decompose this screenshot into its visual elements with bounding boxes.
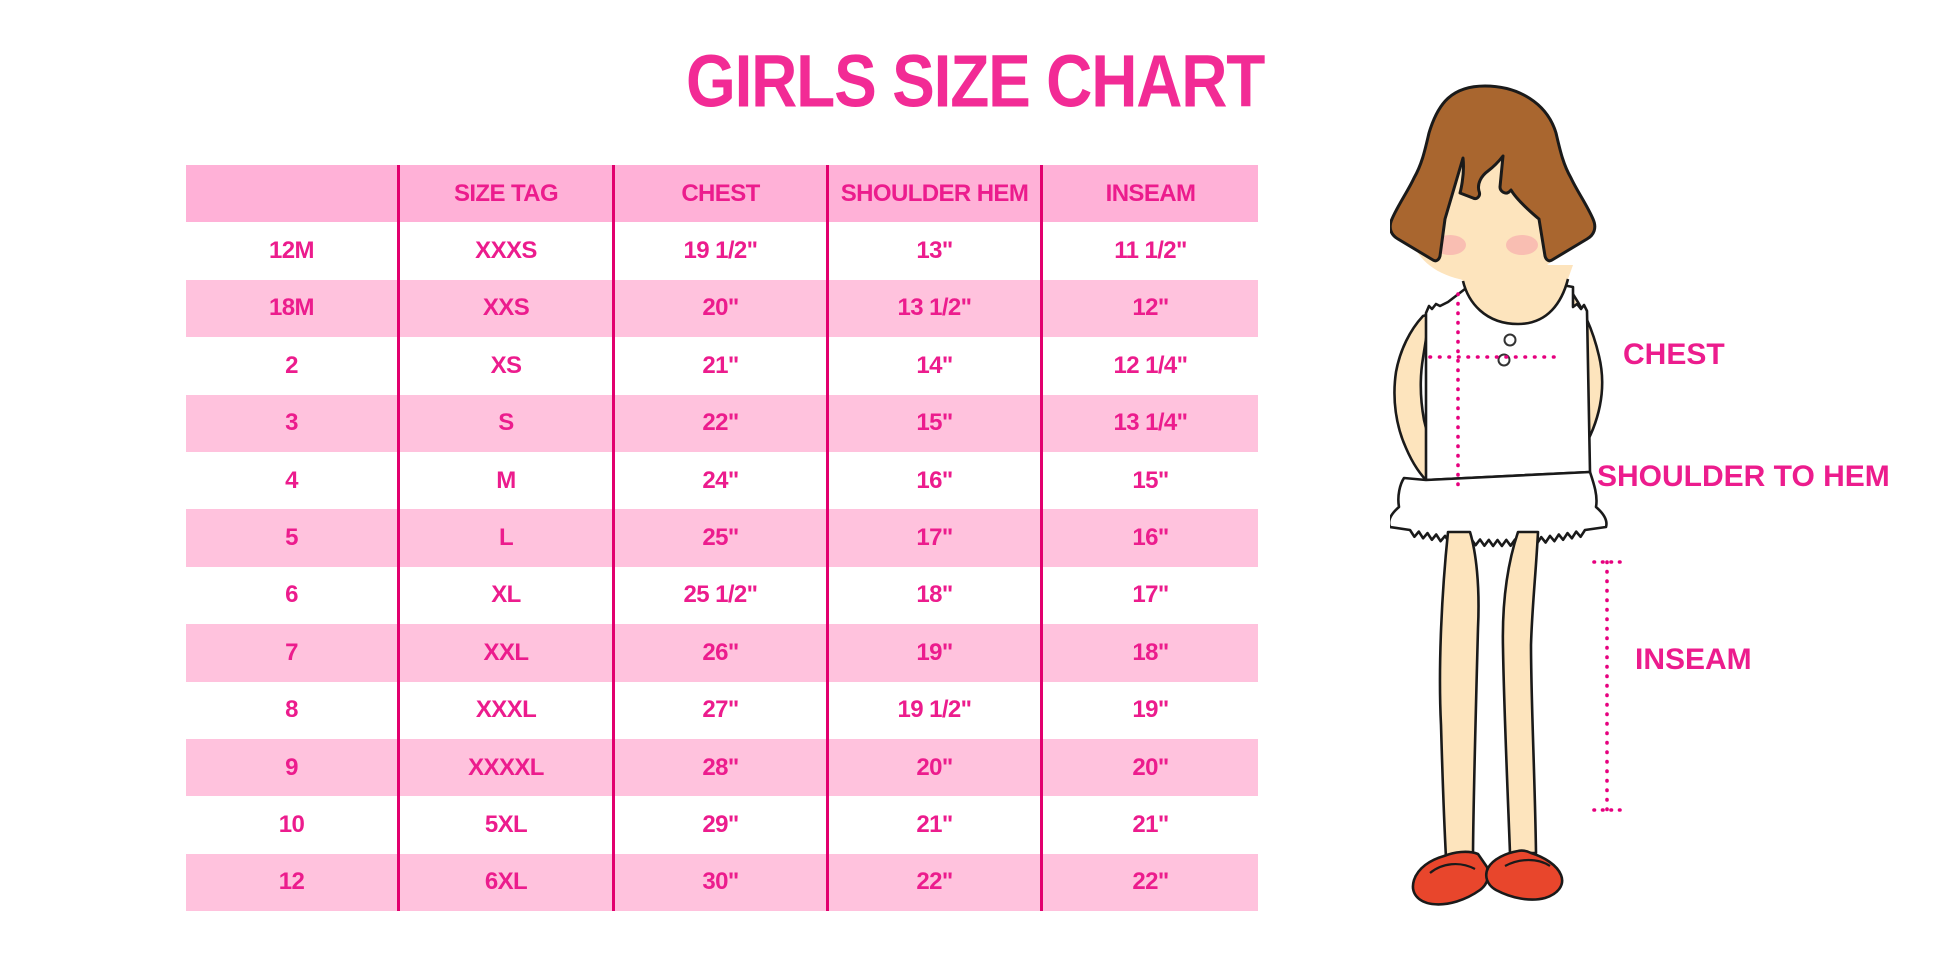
svg-text:INSEAM: INSEAM bbox=[1635, 643, 1752, 676]
svg-text:CHEST: CHEST bbox=[1623, 338, 1725, 371]
svg-text:SHOULDER TO HEM: SHOULDER TO HEM bbox=[1597, 460, 1890, 493]
